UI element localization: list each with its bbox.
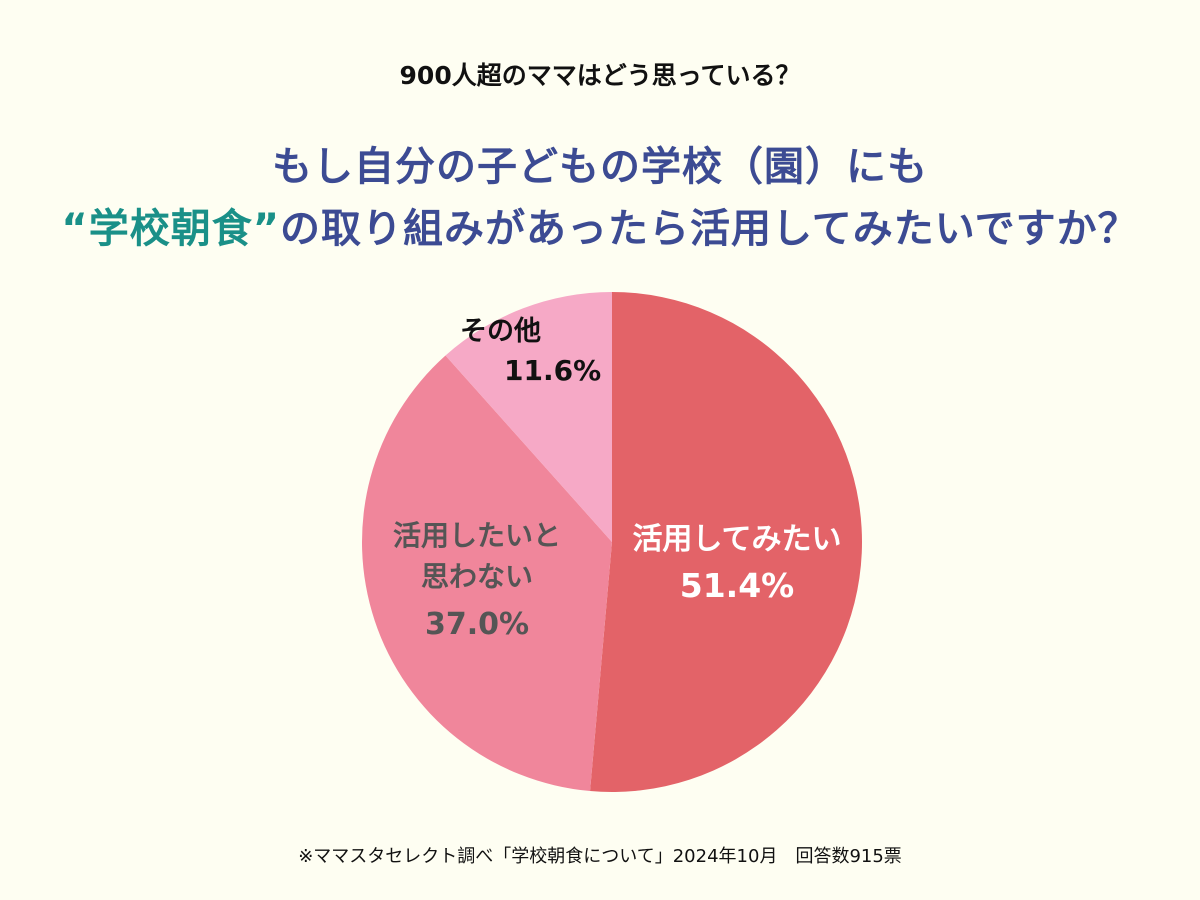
slice-label-not-use-value: 37.0% bbox=[424, 607, 530, 643]
title-line-1: もし自分の子どもの学校（園）にも bbox=[272, 144, 928, 190]
subtitle: 900人超のママはどう思っている？ bbox=[399, 61, 801, 90]
title-line-2-rest: の取り組みがあったら活用してみたいですか？ bbox=[279, 206, 1139, 252]
source-note: ※ママスタセレクト調べ「学校朝食について」2024年10月 回答数915票 bbox=[298, 846, 902, 867]
slice-label-other-name: その他 bbox=[460, 316, 541, 347]
slice-label-use-value: 51.4% bbox=[679, 565, 795, 605]
title-highlight: “学校朝食” bbox=[61, 206, 280, 252]
pie-slice-2 bbox=[445, 292, 612, 542]
slice-label-use: 活用してみたい 51.4% bbox=[612, 518, 862, 609]
slice-label-other: その他 11.6% bbox=[460, 312, 601, 392]
slice-label-not-use: 活用したいと 思わない 37.0% bbox=[362, 516, 592, 647]
slice-label-not-use-name-2: 思わない bbox=[420, 559, 533, 593]
pie-slice-1 bbox=[362, 355, 612, 792]
slice-label-other-value: 11.6% bbox=[504, 354, 602, 388]
title-line-2: “学校朝食”の取り組みがあったら活用してみたいですか？ bbox=[0, 196, 1200, 254]
pie-slice-0 bbox=[590, 292, 862, 792]
slice-label-use-name: 活用してみたい bbox=[632, 522, 842, 557]
slice-label-not-use-name-1: 活用したいと bbox=[392, 519, 561, 552]
